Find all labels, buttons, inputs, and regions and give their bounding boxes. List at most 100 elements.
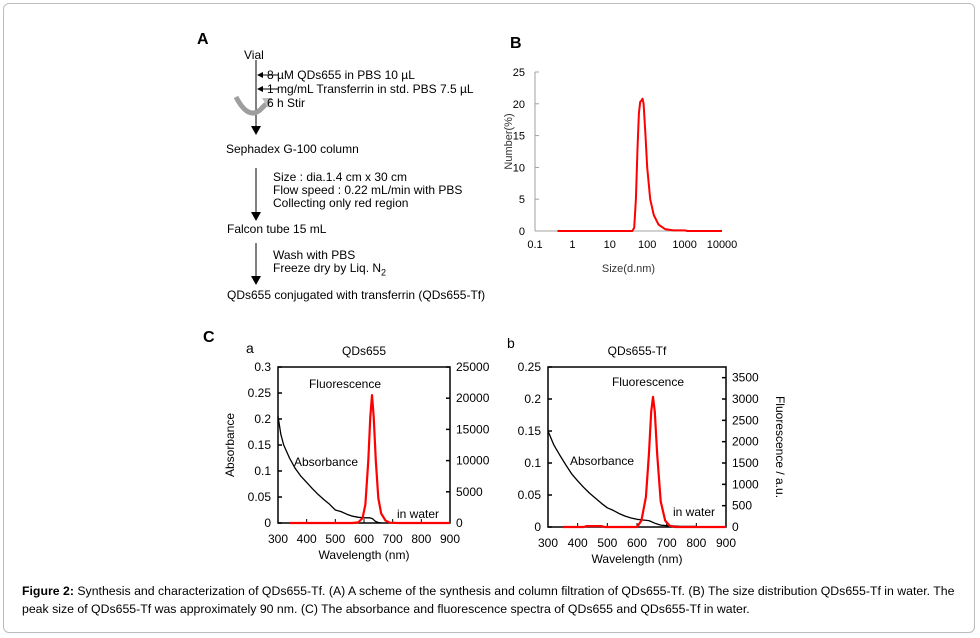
y2-axis-label: Fluorescence / a.u. <box>773 396 787 498</box>
spectra-chart-qds655-tf: QDs655-Tf 0 0.05 0.1 0.15 0.2 0.25 0 500 1000 1500… <box>518 344 787 566</box>
x-axis-label: Size(d.nm) <box>602 263 655 275</box>
absorbance-annotation: Absorbance <box>570 454 634 468</box>
left-tick-label: 0.25 <box>518 360 542 374</box>
left-tick-label: 0.3 <box>254 360 271 374</box>
x-tick-label: 800 <box>686 536 706 550</box>
right-tick-label: 5000 <box>456 485 483 499</box>
stir-arrow-head-icon <box>262 98 272 108</box>
vial-label: Vial <box>244 48 264 62</box>
x-axis-label: Wavelength (nm) <box>592 552 683 566</box>
left-tick-label: 0 <box>534 520 541 534</box>
figure-frame <box>3 3 975 633</box>
right-tick-label: 1500 <box>732 456 759 470</box>
right-tick-label: 3000 <box>732 392 759 406</box>
right-tick-label: 25000 <box>456 360 490 374</box>
y-tick-label: 25 <box>513 67 525 79</box>
y-tick-label: 15 <box>513 131 525 143</box>
left-tick-label: 0.2 <box>254 412 271 426</box>
absorbance-annotation: Absorbance <box>294 455 358 469</box>
left-tick-label: 0.05 <box>518 488 542 502</box>
size-distribution-chart: 0 5 10 15 20 25 0.1 1 10 100 1000 10000 Size(d.nm) Nu… <box>503 67 738 275</box>
arrow-head-left-icon <box>257 72 263 78</box>
left-tick-label: 0.1 <box>254 464 271 478</box>
y-axis-label: Absorbance <box>223 413 237 477</box>
freeze-text: Freeze dry by Liq. N <box>273 261 382 275</box>
absorbance-line <box>547 430 697 528</box>
in-water-annotation: in water <box>397 507 439 521</box>
x-tick-label: 10 <box>604 239 616 251</box>
x-tick-label: 700 <box>383 532 403 546</box>
flow-arrows <box>233 60 278 285</box>
x-axis-label: Wavelength (nm) <box>319 548 410 562</box>
y-tick-label: 20 <box>513 99 525 111</box>
x-tick-label: 500 <box>597 536 617 550</box>
figure-caption: Figure 2: Synthesis and characterization… <box>22 582 967 618</box>
arrow-head-down-icon <box>251 126 261 135</box>
x-tick-label: 900 <box>440 532 460 546</box>
in-water-annotation: in water <box>673 505 715 519</box>
left-tick-label: 0.15 <box>518 424 542 438</box>
plot-frame <box>547 366 727 528</box>
x-tick-label: 1000 <box>672 239 696 251</box>
right-tick-label: 0 <box>456 516 463 530</box>
right-tick-label: 10000 <box>456 454 490 468</box>
fluorescence-annotation: Fluorescence <box>309 377 381 391</box>
right-tick-label: 2000 <box>732 435 759 449</box>
right-tick-label: 0 <box>732 520 739 534</box>
size-distribution-line <box>557 97 722 232</box>
right-tick-label: 20000 <box>456 391 490 405</box>
absorbance-line <box>277 416 382 524</box>
fluorescence-annotation: Fluorescence <box>612 375 684 389</box>
x-tick-label: 1 <box>569 239 575 251</box>
fluorescence-line <box>289 393 450 525</box>
x-tick-label: 10000 <box>707 239 738 251</box>
right-tick-label: 15000 <box>456 422 490 436</box>
x-tick-label: 600 <box>354 532 374 546</box>
freeze-subscript: 2 <box>381 267 387 278</box>
x-tick-label: 100 <box>638 239 656 251</box>
column-collect: Collecting only red region <box>273 196 409 210</box>
product-label: QDs655 conjugated with transferrin (QDs6… <box>227 288 486 302</box>
falcon-label: Falcon tube 15 mL <box>227 222 327 236</box>
step-qds: 8 µM QDs655 in PBS 10 µL <box>267 68 415 82</box>
y-tick-label: 0 <box>519 226 525 238</box>
step-stir: 6 h Stir <box>267 96 306 110</box>
left-tick-label: 0 <box>264 516 271 530</box>
wash-step: Wash with PBS <box>273 248 356 262</box>
right-tick-label: 1000 <box>732 477 759 491</box>
panel-c-a-letter: a <box>246 340 254 356</box>
right-tick-label: 500 <box>732 499 752 513</box>
column-flow: Flow speed : 0.22 mL/min with PBS <box>273 183 463 197</box>
caption-label: Figure 2: <box>22 584 74 598</box>
right-tick-label: 3500 <box>732 371 759 385</box>
left-tick-label: 0.25 <box>248 386 272 400</box>
freeze-step: Freeze dry by Liq. N2 <box>273 261 386 279</box>
y-axis-label: Number(%) <box>503 113 515 169</box>
chart-title: QDs655 <box>342 344 386 358</box>
panel-b-letter: B <box>510 35 522 52</box>
stir-arrow-icon <box>233 95 268 116</box>
x-tick-label: 0.1 <box>527 239 542 251</box>
x-tick-label: 700 <box>657 536 677 550</box>
x-tick-label: 600 <box>627 536 647 550</box>
x-tick-label: 400 <box>568 536 588 550</box>
left-tick-label: 0.2 <box>524 392 541 406</box>
column-label: Sephadex G-100 column <box>226 142 359 156</box>
panel-c-b-letter: b <box>507 335 515 351</box>
y-tick-label: 10 <box>513 162 525 174</box>
arrow-head-down-icon <box>251 276 261 285</box>
spectra-chart-qds655: QDs655 0 0.05 0.1 0.15 0.2 0.25 0.3 0 5000 10000 15… <box>223 344 490 562</box>
x-tick-label: 300 <box>268 532 288 546</box>
step-transferrin: 1 mg/mL Transferrin in std. PBS 7.5 µL <box>267 82 474 96</box>
arrow-head-left-icon <box>257 86 263 92</box>
left-tick-label: 0.1 <box>524 456 541 470</box>
fluorescence-line <box>562 395 726 529</box>
x-tick-label: 500 <box>325 532 345 546</box>
right-tick-label: 2500 <box>732 413 759 427</box>
left-tick-label: 0.05 <box>248 490 272 504</box>
arrow-head-down-icon <box>251 212 261 221</box>
x-tick-label: 300 <box>538 536 558 550</box>
panel-c-letter: C <box>203 329 215 346</box>
chart-title: QDs655-Tf <box>608 344 667 358</box>
x-tick-label: 400 <box>297 532 317 546</box>
